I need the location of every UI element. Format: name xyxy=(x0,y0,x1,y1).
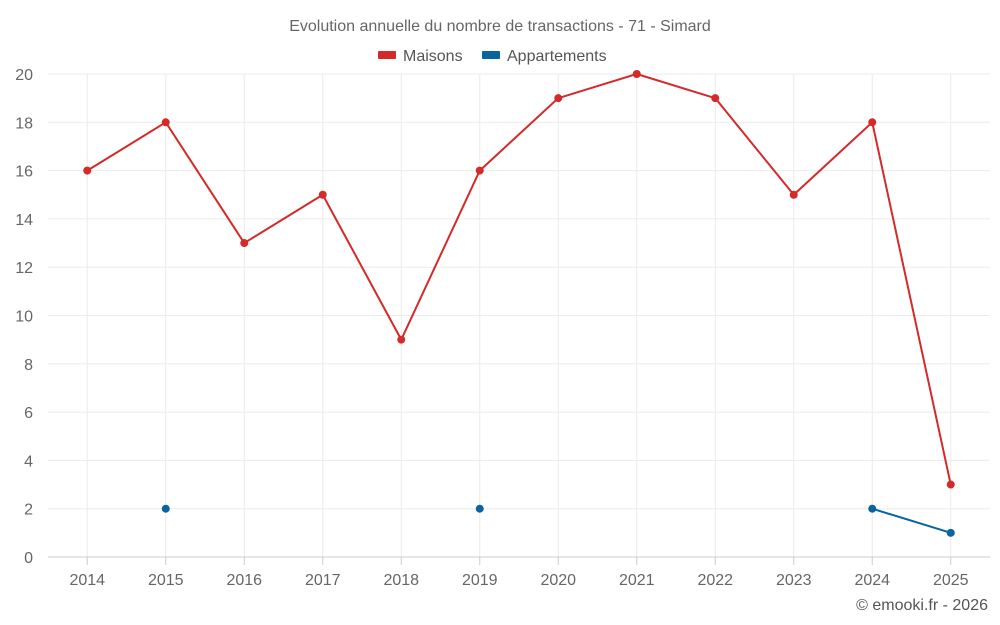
series-line xyxy=(871,507,952,534)
legend-swatch xyxy=(378,51,396,59)
x-tick-label: 2021 xyxy=(619,572,655,589)
series-appartements xyxy=(161,504,955,537)
data-point[interactable] xyxy=(554,94,563,103)
data-point[interactable] xyxy=(240,239,249,248)
data-point[interactable] xyxy=(868,504,877,513)
data-point[interactable] xyxy=(397,335,406,344)
y-tick-label: 16 xyxy=(15,164,33,181)
x-tick-label: 2022 xyxy=(697,572,733,589)
x-tick-label: 2023 xyxy=(776,572,812,589)
legend: Maisons Appartements xyxy=(378,48,607,65)
x-tick-label: 2016 xyxy=(226,572,262,589)
legend-item-maisons[interactable]: Maisons xyxy=(378,48,463,65)
grid xyxy=(48,73,990,558)
y-tick-label: 4 xyxy=(24,453,33,470)
y-tick-label: 12 xyxy=(15,260,33,277)
y-tick-label: 2 xyxy=(24,502,33,519)
data-point[interactable] xyxy=(946,480,955,489)
x-axis: 2014 2015 2016 2017 2018 2019 2020 2021 2022 2023… xyxy=(48,556,990,589)
y-tick-label: 6 xyxy=(24,405,33,422)
chart-title: Evolution annuelle du nombre de transact… xyxy=(289,18,711,35)
x-tick-label: 2015 xyxy=(148,572,184,589)
x-tick-label: 2019 xyxy=(462,572,498,589)
x-tick-label: 2020 xyxy=(540,572,576,589)
series-line xyxy=(86,73,952,485)
x-tick-label: 2024 xyxy=(854,572,890,589)
series-layer xyxy=(83,70,955,537)
x-tick-label: 2018 xyxy=(383,572,419,589)
series-maisons xyxy=(83,70,955,489)
y-axis: 0 2 4 6 8 10 12 14 16 18 20 xyxy=(15,67,33,567)
data-point[interactable] xyxy=(632,70,641,78)
data-point[interactable] xyxy=(789,190,798,199)
x-tick-label: 2025 xyxy=(933,572,969,589)
y-tick-label: 14 xyxy=(15,212,33,229)
credit-text: © emooki.fr - 2026 xyxy=(856,597,988,614)
legend-label: Maisons xyxy=(403,48,463,65)
data-point[interactable] xyxy=(475,504,484,513)
y-tick-label: 18 xyxy=(15,115,33,132)
data-point[interactable] xyxy=(161,118,170,127)
y-tick-label: 10 xyxy=(15,309,33,326)
legend-item-appartements[interactable]: Appartements xyxy=(482,48,607,65)
data-point[interactable] xyxy=(868,118,877,127)
y-tick-label: 0 xyxy=(24,550,33,567)
data-point[interactable] xyxy=(318,190,327,199)
y-tick-label: 20 xyxy=(15,67,33,84)
legend-label: Appartements xyxy=(507,48,607,65)
data-point[interactable] xyxy=(946,528,955,537)
data-point[interactable] xyxy=(161,504,170,513)
y-tick-label: 8 xyxy=(24,357,33,374)
data-point[interactable] xyxy=(475,166,484,175)
x-tick-label: 2014 xyxy=(69,572,105,589)
x-tick-label: 2017 xyxy=(305,572,341,589)
legend-swatch xyxy=(482,51,500,59)
data-point[interactable] xyxy=(711,94,720,103)
data-point[interactable] xyxy=(83,166,92,175)
